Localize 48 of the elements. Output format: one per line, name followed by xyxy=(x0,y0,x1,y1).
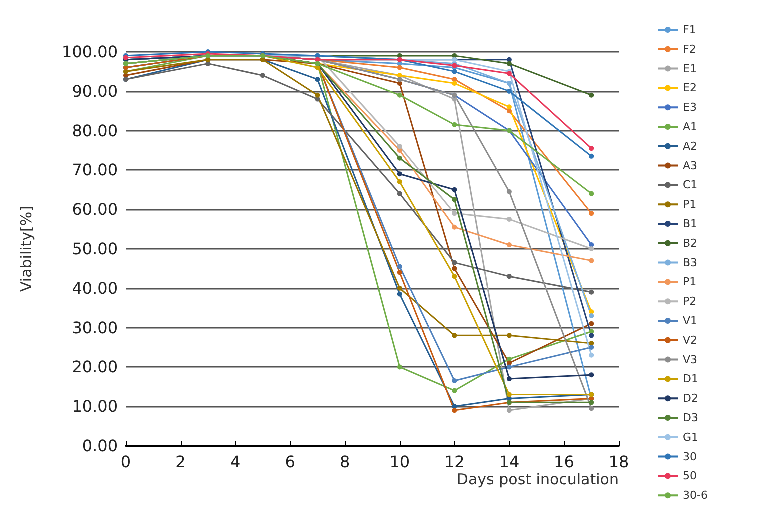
y-tick-label: 50.00 xyxy=(72,240,118,258)
legend-label: V2 xyxy=(683,334,698,347)
y-tick-label: 60.00 xyxy=(72,200,118,220)
x-tick-label: 12 xyxy=(444,452,465,472)
y-tick-label: 100.00 xyxy=(62,42,118,62)
y-axis-title: Viability[%] xyxy=(18,206,36,292)
legend-label: E3 xyxy=(683,101,697,114)
legend-label: V1 xyxy=(683,314,698,328)
legend-label: P2 xyxy=(683,295,697,308)
legend-label: A3 xyxy=(683,159,698,172)
y-tick-label: 70.00 xyxy=(72,160,118,180)
x-tick-label: 2 xyxy=(176,452,186,472)
y-tick-label: 80.00 xyxy=(72,121,118,140)
x-tick-label: 16 xyxy=(554,452,574,472)
legend-label: D1 xyxy=(683,372,698,386)
y-tick-label: 0.00 xyxy=(82,436,118,456)
legend-label: E1 xyxy=(683,62,697,76)
x-axis-title: Days post inoculation xyxy=(456,470,619,488)
y-tick-label: 40.00 xyxy=(72,278,118,298)
y-tick-label: 20.00 xyxy=(72,358,118,377)
legend-label: P1 xyxy=(683,276,697,289)
legend-label: 50 xyxy=(683,470,697,483)
legend-label: 30-6 xyxy=(683,489,708,502)
legend-label: E2 xyxy=(683,82,697,95)
legend-label: D2 xyxy=(683,392,698,406)
legend-label: B1 xyxy=(683,218,698,230)
x-tick-label: 14 xyxy=(499,452,520,472)
y-tick-label: 90.00 xyxy=(72,82,118,101)
x-tick-label: 6 xyxy=(285,452,296,472)
legend-label: A2 xyxy=(683,140,698,153)
legend-label: 30 xyxy=(683,450,697,464)
legend-label: F2 xyxy=(683,42,696,56)
legend-label: V3 xyxy=(683,353,698,366)
x-tick-label: 8 xyxy=(340,452,350,472)
legend-label: F1 xyxy=(683,24,696,36)
legend-label: C1 xyxy=(683,178,698,192)
y-tick-label: 10.00 xyxy=(72,397,118,416)
y-tick-label: 30.00 xyxy=(72,318,118,338)
x-tick-label: 4 xyxy=(230,452,241,472)
x-tick-label: 0 xyxy=(120,452,132,472)
x-tick-label: 10 xyxy=(390,452,410,472)
legend-label: A1 xyxy=(683,120,698,134)
x-tick-label: 18 xyxy=(608,452,630,472)
legend-label: B3 xyxy=(683,256,698,270)
legend-label: P1 xyxy=(683,198,697,212)
legend-label: B2 xyxy=(683,236,698,250)
legend-label: D3 xyxy=(683,412,698,424)
legend-label: G1 xyxy=(683,430,699,444)
